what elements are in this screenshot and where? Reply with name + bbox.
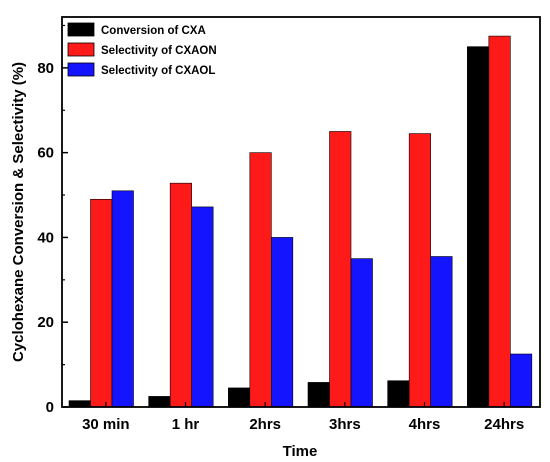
bar-selectivity-of-cxaon-24hrs <box>488 35 511 408</box>
bar-selectivity-of-cxaol-24hrs <box>510 353 533 408</box>
y-tick-label: 20 <box>37 314 54 331</box>
bar-selectivity-of-cxaol-1-hr <box>191 206 214 408</box>
bar-conversion-of-cxa-2hrs <box>228 387 251 408</box>
bar-selectivity-of-cxaon-2hrs <box>249 152 272 408</box>
bar-selectivity-of-cxaon-1-hr <box>169 182 192 408</box>
bar-selectivity-of-cxaol-30-min <box>111 190 134 408</box>
y-axis: 0 20 40 60 80 <box>37 24 68 416</box>
bars-group <box>68 35 533 408</box>
bar-selectivity-of-cxaol-3hrs <box>350 258 373 408</box>
bar-selectivity-of-cxaon-30-min <box>90 198 113 408</box>
x-tick-label: 4hrs <box>409 416 441 433</box>
legend-swatch-1 <box>67 22 95 37</box>
x-axis: 30 min 1 hr 2hrs 3hrs 4hrs 24hrs <box>82 402 524 433</box>
legend-label-3: Selectivity of CXAOL <box>101 65 215 77</box>
x-tick-label: 30 min <box>82 416 130 433</box>
y-axis-title: Cyclohexane Conversion & Selectivity (%) <box>10 62 27 362</box>
x-axis-title: Time <box>283 443 318 460</box>
y-tick-label: 0 <box>46 399 54 416</box>
x-tick-label: 2hrs <box>249 416 281 433</box>
y-tick-label: 80 <box>37 60 54 77</box>
x-tick-label: 1 hr <box>172 416 200 433</box>
bar-conversion-of-cxa-30-min <box>68 400 91 408</box>
bar-selectivity-of-cxaol-4hrs <box>430 256 453 408</box>
legend-label-2: Selectivity of CXAON <box>101 45 217 57</box>
legend-label-1: Conversion of CXA <box>101 25 206 37</box>
legend-swatch-2 <box>67 42 95 57</box>
bar-conversion-of-cxa-3hrs <box>307 382 330 408</box>
plot-frame <box>61 16 541 408</box>
bar-conversion-of-cxa-4hrs <box>387 380 410 408</box>
legend: Conversion of CXA Selectivity of CXAON Sel… <box>67 22 217 77</box>
bar-selectivity-of-cxaon-4hrs <box>408 133 431 408</box>
x-tick-label: 3hrs <box>329 416 361 433</box>
legend-swatch-3 <box>67 62 95 77</box>
bar-selectivity-of-cxaol-2hrs <box>271 237 294 408</box>
y-tick-label: 60 <box>37 145 54 162</box>
bar-conversion-of-cxa-24hrs <box>467 46 490 408</box>
bar-selectivity-of-cxaon-3hrs <box>329 131 352 408</box>
y-tick-label: 40 <box>37 229 54 246</box>
x-tick-label: 24hrs <box>484 416 524 433</box>
bar-conversion-of-cxa-1-hr <box>148 396 171 408</box>
